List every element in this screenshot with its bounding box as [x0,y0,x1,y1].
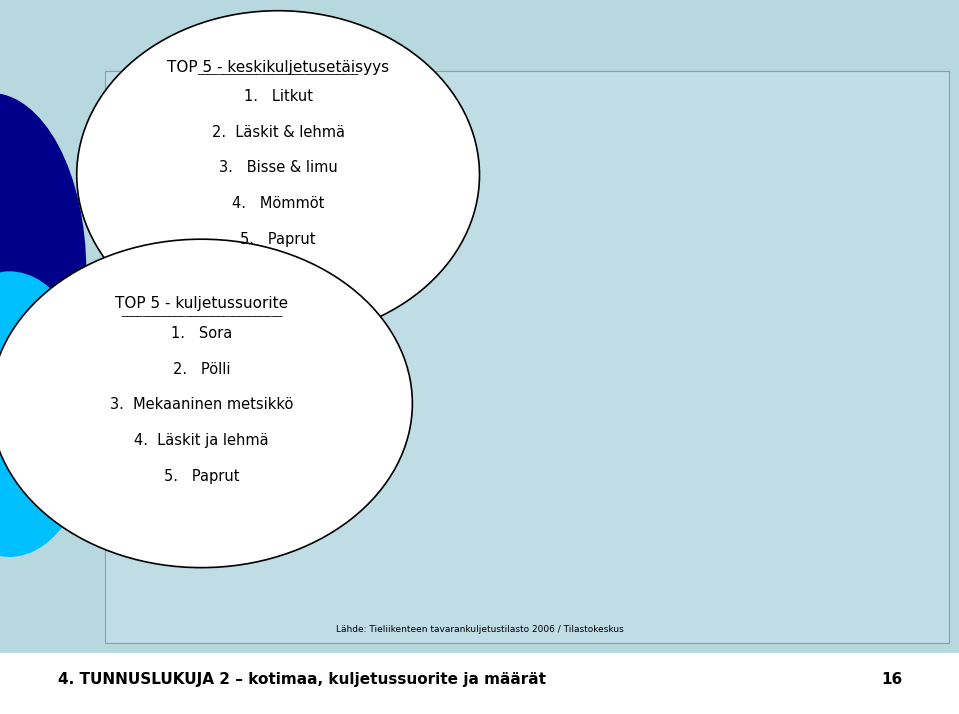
Y-axis label: milj.tkm: milj.tkm [906,366,917,412]
Bar [361,351,381,578]
Text: 1.   Litkut: 1. Litkut [244,89,313,104]
Text: TOP 5 - keskikuljetusetäisyys: TOP 5 - keskikuljetusetäisyys [167,60,389,76]
Text: ──────────────────────────────: ────────────────────────────── [121,313,282,322]
Text: TOP 5 - kuljetussuorite: TOP 5 - kuljetussuorite [115,296,288,311]
Bar [573,247,594,578]
Text: SKAL: SKAL [840,44,905,64]
Bar [695,431,714,578]
Bar [391,333,411,578]
Bar [482,456,503,578]
Text: 2.   Pölli: 2. Pölli [173,361,230,377]
Text: 4.  Läskit ja lehmä: 4. Läskit ja lehmä [134,433,269,448]
Bar [816,370,836,578]
Bar [422,333,441,578]
Text: 1.   Sora: 1. Sora [171,326,232,341]
Bar [665,370,685,578]
Bar [543,412,563,578]
Text: kuljetusmatka v. 2006: kuljetusmatka v. 2006 [872,146,959,159]
Text: 4. TUNNUSLUKUJA 2 – kotimaa, kuljetussuorite ja määrät: 4. TUNNUSLUKUJA 2 – kotimaa, kuljetussuo… [58,672,546,688]
Bar [634,468,654,578]
Bar [786,418,806,578]
Text: 2.  Läskit & lehmä: 2. Läskit & lehmä [212,124,344,140]
Legend: Kuljetussuorite milj.tkm: Kuljetussuorite milj.tkm [702,122,858,140]
Text: 5.   Paprut: 5. Paprut [164,468,239,484]
Bar [331,285,350,578]
Bar [604,361,623,578]
Text: SUOMEN KULJETUS
JA LOGISTIIKKA: SUOMEN KULJETUS JA LOGISTIIKKA [843,91,902,103]
Text: 3.  Mekaaninen metsikkö: 3. Mekaaninen metsikkö [109,397,293,413]
Bar [452,436,472,578]
Bar [300,247,320,578]
Text: Lähde: Tieliikenteen tavarankuljetustilasto 2006 / Tilastokeskus: Lähde: Tieliikenteen tavarankuljetustila… [336,625,623,634]
Bar [806,29,940,80]
Text: 5.   Paprut: 5. Paprut [241,231,316,247]
Bar [513,431,532,578]
Text: ──────────────────────────────: ────────────────────────────── [198,71,359,81]
Text: 16: 16 [881,672,902,688]
Bar [725,389,745,578]
Bar [756,412,776,578]
Text: 4.   Mömmöt: 4. Mömmöt [232,196,324,211]
Text: 3.   Bisse & limu: 3. Bisse & limu [219,160,338,176]
Text: T̲O̲P̲ ̲5̲ ̲-̲ ̲k̲e̲s̲k̲i̲k̲u̲l̲j̲e̲t̲u̲s̲e̲t̲ä̲i̲s̲y̲y̲s̲: T̲O̲P̲ ̲5̲ ̲-̲ ̲k̲e̲s̲k̲i̲k̲u̲l̲j̲e̲t̲u̲… [187,75,369,88]
